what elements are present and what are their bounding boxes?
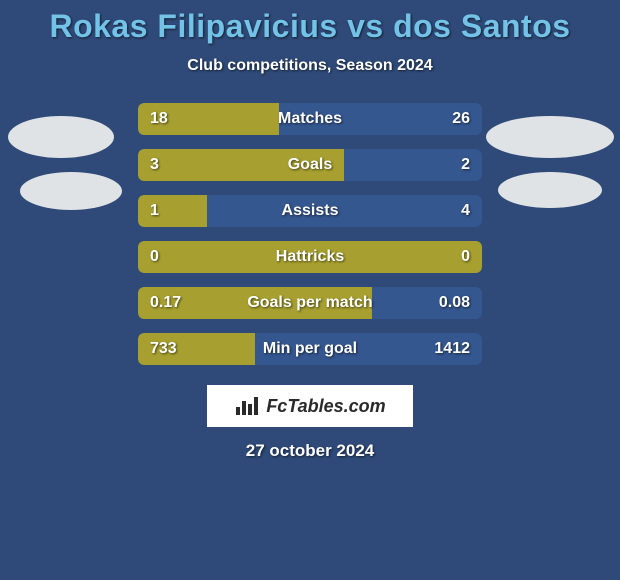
player-placeholder-ellipse	[486, 116, 614, 158]
player-placeholder-ellipse	[20, 172, 122, 210]
subtitle: Club competitions, Season 2024	[187, 57, 432, 75]
stat-row: 18 26 Matches	[138, 103, 482, 135]
stat-value-left: 733	[150, 340, 177, 358]
player-placeholder-ellipse	[8, 116, 114, 158]
stat-row: 1 4 Assists	[138, 195, 482, 227]
fctables-badge: FcTables.com	[207, 385, 413, 427]
fctables-text: FcTables.com	[266, 396, 385, 417]
stat-value-right: 4	[461, 202, 470, 220]
bars-container: 18 26 Matches 3 2 Goals 1 4 Assists 0 0 Hattricks 0.…	[138, 103, 482, 365]
stat-value-left: 1	[150, 202, 159, 220]
stat-value-left: 18	[150, 110, 168, 128]
stat-label: Goals per match	[247, 294, 372, 312]
stat-value-right: 1412	[434, 340, 470, 358]
stat-value-right: 0	[461, 248, 470, 266]
date-line: 27 october 2024	[246, 441, 375, 461]
stat-value-right: 2	[461, 156, 470, 174]
stat-label: Min per goal	[263, 340, 357, 358]
stat-label: Matches	[278, 110, 342, 128]
stat-value-left: 0.17	[150, 294, 181, 312]
stat-value-right: 0.08	[439, 294, 470, 312]
bar-left	[138, 195, 207, 227]
stat-value-right: 26	[452, 110, 470, 128]
player-placeholder-ellipse	[498, 172, 602, 208]
bars-icon	[234, 395, 260, 417]
stat-row: 733 1412 Min per goal	[138, 333, 482, 365]
stat-value-left: 3	[150, 156, 159, 174]
stat-label: Goals	[288, 156, 332, 174]
stat-value-left: 0	[150, 248, 159, 266]
bar-right	[207, 195, 482, 227]
stat-label: Hattricks	[276, 248, 344, 266]
stat-row: 0.17 0.08 Goals per match	[138, 287, 482, 319]
page-title: Rokas Filipavicius vs dos Santos	[49, 8, 570, 45]
stat-row: 0 0 Hattricks	[138, 241, 482, 273]
stat-row: 3 2 Goals	[138, 149, 482, 181]
stat-label: Assists	[282, 202, 339, 220]
